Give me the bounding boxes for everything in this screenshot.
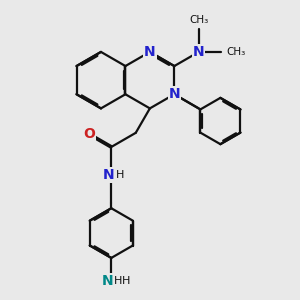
Text: CH₃: CH₃: [227, 47, 246, 57]
Text: O: O: [83, 127, 95, 141]
Text: H: H: [122, 275, 130, 286]
Text: N: N: [102, 274, 113, 287]
Text: N: N: [144, 45, 156, 59]
Text: CH₃: CH₃: [189, 15, 208, 25]
Text: H: H: [116, 170, 124, 180]
Text: N: N: [103, 168, 115, 182]
Text: N: N: [169, 87, 180, 101]
Text: N: N: [193, 45, 205, 59]
Text: H: H: [114, 275, 122, 286]
